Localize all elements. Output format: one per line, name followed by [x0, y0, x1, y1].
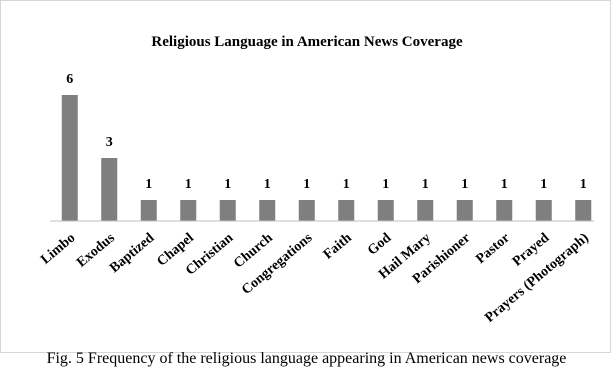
figure-caption: Fig. 5 Frequency of the religious langua…	[46, 350, 567, 367]
bar-chapel	[180, 200, 197, 221]
bar-baptized	[140, 200, 157, 221]
bar-hail-mary	[417, 200, 434, 221]
data-label: 1	[580, 177, 587, 192]
chart-title: Religious Language in American News Cove…	[151, 34, 463, 50]
data-label: 1	[145, 177, 152, 192]
data-label: 1	[224, 177, 231, 192]
data-label: 1	[185, 177, 192, 192]
data-label: 1	[540, 177, 547, 192]
x-tick-label: Pastor	[473, 231, 512, 267]
bar-chart: Religious Language in American News Cove…	[38, 34, 594, 326]
x-tick-label: Limbo	[38, 231, 78, 268]
x-tick-label: God	[365, 230, 394, 258]
data-label: 1	[461, 177, 468, 192]
bar-pastor	[496, 200, 513, 221]
bar-christian	[219, 200, 236, 221]
x-tick-label: Congregations	[239, 230, 316, 298]
bar-congregations	[298, 200, 315, 221]
bar-prayers-photograph	[575, 200, 592, 221]
data-label: 1	[422, 177, 429, 192]
bar-exodus	[101, 158, 118, 221]
data-label: 1	[264, 177, 271, 192]
bar-prayed	[535, 200, 552, 221]
x-tick-label: Faith	[321, 230, 355, 262]
bar-limbo	[61, 95, 78, 221]
data-label: 1	[303, 177, 310, 192]
x-tick-label: Baptized	[107, 230, 157, 276]
data-label: 6	[66, 72, 73, 87]
bar-parishioner	[456, 200, 473, 221]
data-label: 1	[343, 177, 350, 192]
chart-area: Religious Language in American News Cove…	[0, 0, 611, 353]
data-label: 3	[106, 135, 113, 150]
bar-church	[259, 200, 276, 221]
bar-god	[377, 200, 394, 221]
data-label: 1	[501, 177, 508, 192]
data-label: 1	[382, 177, 389, 192]
bar-faith	[338, 200, 355, 221]
